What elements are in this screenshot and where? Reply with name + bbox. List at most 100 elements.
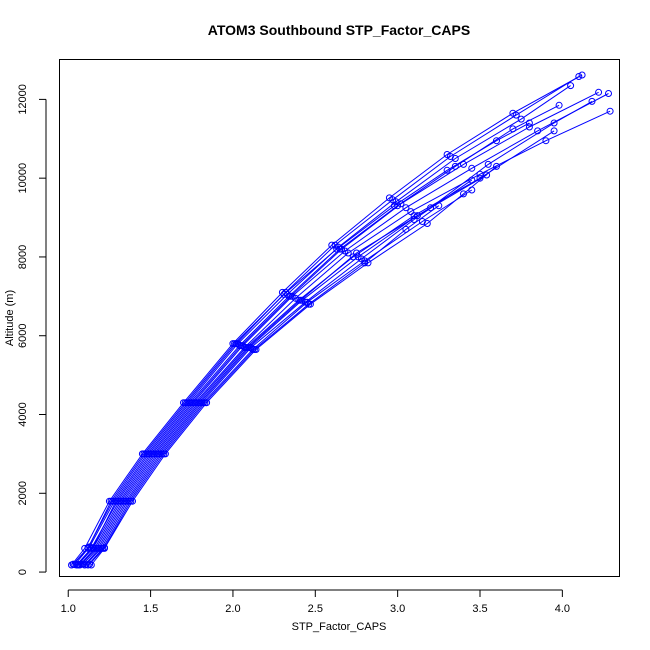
data-point [89,544,97,552]
data-point [517,115,525,123]
series-1 [68,71,586,569]
series-12 [87,162,500,569]
series-layer [68,71,614,569]
data-point [483,171,491,179]
data-point [252,346,260,353]
data-point [344,249,352,257]
data-point [575,73,583,80]
data-point [297,296,304,304]
y-tick-label: 8000 [17,245,29,269]
x-tick-label: 3.0 [390,603,405,615]
data-point [484,160,492,168]
series-line [86,179,473,565]
series-line [72,76,580,565]
x-tick-label: 4.0 [555,603,570,615]
data-point [101,544,108,552]
data-point [120,497,128,505]
data-point [550,119,558,127]
series-line [87,189,473,566]
series-line [76,91,599,566]
data-point [94,544,102,552]
y-tick-label: 10000 [17,163,29,194]
data-point [333,245,341,253]
data-point [423,220,431,227]
data-point [605,90,612,97]
data-point [280,290,288,298]
series-line [82,100,593,565]
series-6 [76,107,614,569]
data-point [87,561,95,569]
x-tick-label: 1.5 [143,603,158,615]
series-13 [79,97,596,568]
series-3 [71,82,575,569]
series-5 [74,90,612,568]
data-point [435,202,443,210]
data-point [129,497,136,505]
y-tick-label: 4000 [17,402,29,426]
data-point [69,560,77,568]
data-point [460,190,467,198]
series-line [71,74,583,566]
y-tick-label: 0 [17,569,29,575]
series-line [72,122,530,565]
chart-title: ATOM3 Southbound STP_Factor_CAPS [208,22,470,38]
series-line [81,130,555,565]
data-point [79,560,87,568]
plot-area [59,59,620,577]
data-point [427,204,435,212]
data-point [525,123,533,131]
data-point [588,97,596,105]
y-tick-label: 12000 [17,84,29,115]
data-point [364,259,372,267]
data-point [194,399,202,407]
data-point [74,561,82,569]
data-point [493,162,500,170]
data-point [186,399,194,407]
x-tick-label: 3.5 [472,603,487,615]
series-line [77,93,609,565]
data-point [112,497,120,505]
data-point [542,137,550,145]
data-point [550,127,558,135]
series-line [89,205,440,565]
x-tick-label: 1.0 [61,603,76,615]
data-point [451,162,459,170]
data-point [107,497,115,505]
series-9 [82,176,476,568]
data-point [567,82,575,90]
data-point [84,544,92,552]
data-point [493,137,500,145]
y-axis: 0 2000 4000 6000 8000 10000 12000 [17,84,47,575]
data-point [140,450,148,458]
series-line [90,166,497,566]
data-point [390,202,398,210]
data-point [145,450,153,458]
data-point [244,344,252,351]
data-point [402,225,410,233]
series-2 [69,73,583,568]
x-axis: 1.0 1.5 2.0 2.5 3.0 3.5 4.0 [61,589,570,615]
data-point [203,399,211,407]
data-point [525,119,533,127]
x-tick-label: 2.0 [225,603,240,615]
x-tick-label: 2.5 [308,603,323,615]
data-point [468,164,476,172]
series-15 [69,119,533,568]
data-point [451,155,459,162]
data-point [306,300,314,308]
y-tick-label: 2000 [17,481,29,505]
plot-frame [59,59,620,577]
series-line [74,85,571,565]
data-point [402,204,410,212]
y-tick-label: 6000 [17,323,29,347]
data-point [555,101,563,109]
data-point [595,88,603,96]
series-10 [84,186,476,569]
series-4 [73,88,603,569]
series-line [84,174,487,566]
data-point [443,166,451,174]
data-point [181,399,189,407]
data-point [161,450,169,458]
data-point [231,340,239,348]
data-point [578,71,586,79]
